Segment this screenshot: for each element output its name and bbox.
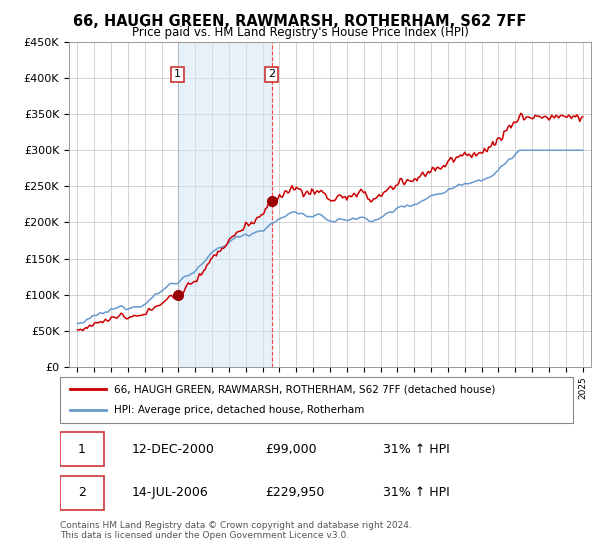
Text: HPI: Average price, detached house, Rotherham: HPI: Average price, detached house, Roth…	[114, 405, 364, 416]
Text: Price paid vs. HM Land Registry's House Price Index (HPI): Price paid vs. HM Land Registry's House …	[131, 26, 469, 39]
Text: 2: 2	[268, 69, 275, 80]
FancyBboxPatch shape	[60, 377, 573, 423]
Text: 1: 1	[174, 69, 181, 80]
Text: 66, HAUGH GREEN, RAWMARSH, ROTHERHAM, S62 7FF (detached house): 66, HAUGH GREEN, RAWMARSH, ROTHERHAM, S6…	[114, 384, 495, 394]
Text: 66, HAUGH GREEN, RAWMARSH, ROTHERHAM, S62 7FF: 66, HAUGH GREEN, RAWMARSH, ROTHERHAM, S6…	[73, 14, 527, 29]
Bar	[178, 42, 272, 367]
Text: £229,950: £229,950	[265, 487, 325, 500]
FancyBboxPatch shape	[60, 476, 104, 510]
Text: 31% ↑ HPI: 31% ↑ HPI	[383, 487, 450, 500]
Text: Contains HM Land Registry data © Crown copyright and database right 2024.
This d: Contains HM Land Registry data © Crown c…	[60, 521, 412, 540]
Text: 2: 2	[78, 487, 86, 500]
Text: 14-JUL-2006: 14-JUL-2006	[132, 487, 209, 500]
Text: 31% ↑ HPI: 31% ↑ HPI	[383, 442, 450, 455]
FancyBboxPatch shape	[60, 432, 104, 466]
Text: 1: 1	[78, 442, 86, 455]
Text: 12-DEC-2000: 12-DEC-2000	[132, 442, 215, 455]
Text: £99,000: £99,000	[265, 442, 317, 455]
